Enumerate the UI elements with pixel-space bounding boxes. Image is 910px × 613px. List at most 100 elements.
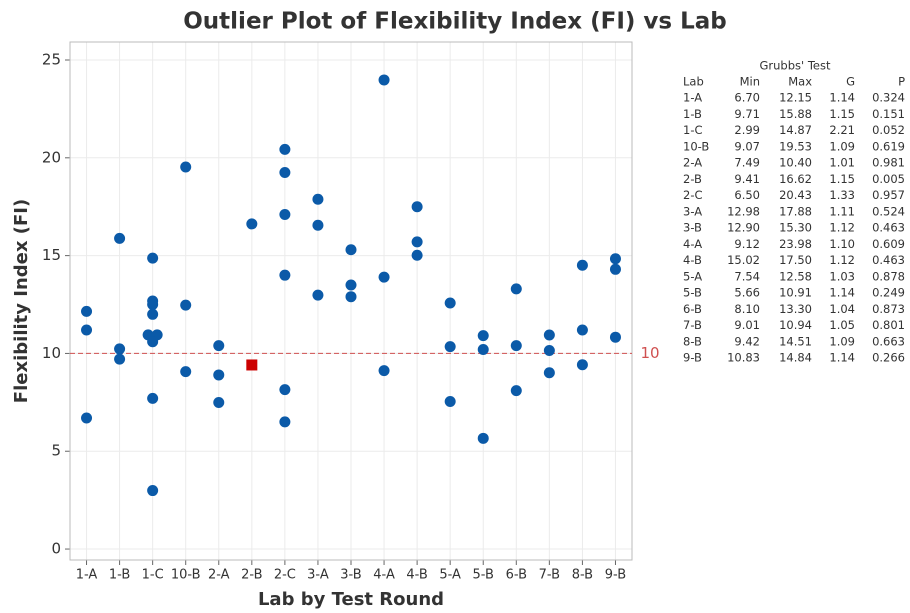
- table-cell: 0.873: [872, 302, 905, 316]
- table-cell: 10.83: [727, 351, 760, 365]
- table-cell: 2.21: [829, 123, 855, 137]
- data-point: [576, 259, 588, 271]
- x-tick-label: 9-B: [605, 568, 626, 583]
- chart-title: Outlier Plot of Flexibility Index (FI) v…: [183, 9, 727, 35]
- table-header: Min: [740, 75, 760, 89]
- table-cell: 12.98: [727, 204, 760, 218]
- data-point: [510, 340, 522, 352]
- table-cell: 1.33: [829, 188, 855, 202]
- data-point: [543, 367, 555, 379]
- data-point: [279, 416, 291, 428]
- table-cell: 4-A: [683, 237, 702, 251]
- table-cell: 1.03: [829, 269, 855, 283]
- table-cell: 6-B: [683, 302, 702, 316]
- table-cell: 2.99: [734, 123, 760, 137]
- y-tick-label: 0: [51, 540, 61, 558]
- data-point: [510, 283, 522, 295]
- x-tick-label: 5-A: [439, 568, 461, 583]
- table-cell: 5.66: [734, 286, 760, 300]
- data-point: [246, 218, 258, 230]
- table-cell: 0.151: [872, 107, 905, 121]
- data-point: [543, 344, 555, 356]
- table-cell: 12.58: [779, 269, 812, 283]
- table-cell: 10.94: [779, 318, 812, 332]
- table-cell: 0.957: [872, 188, 905, 202]
- data-point: [114, 353, 126, 365]
- data-point: [609, 263, 621, 275]
- table-cell: 2-A: [683, 156, 702, 170]
- table-cell: 1-C: [683, 123, 703, 137]
- table-cell: 0.619: [872, 139, 905, 153]
- data-point: [213, 340, 225, 352]
- x-tick-label: 2-B: [241, 568, 262, 583]
- table-cell: 7.49: [734, 156, 760, 170]
- data-point: [312, 219, 324, 231]
- table-cell: 8-B: [683, 334, 702, 348]
- data-point: [345, 279, 357, 291]
- table-cell: 0.524: [872, 204, 905, 218]
- x-tick-label: 1-C: [142, 568, 164, 583]
- table-cell: 5-A: [683, 269, 702, 283]
- data-point: [114, 232, 126, 244]
- x-tick-label: 2-A: [208, 568, 230, 583]
- table-cell: 20.43: [779, 188, 812, 202]
- table-cell: 17.88: [779, 204, 812, 218]
- data-point: [213, 397, 225, 409]
- table-header: Lab: [683, 75, 704, 89]
- data-point: [180, 299, 192, 311]
- y-tick-label: 25: [42, 50, 61, 68]
- y-tick-label: 20: [42, 148, 61, 166]
- table-cell: 15.88: [779, 107, 812, 121]
- table-cell: 1-A: [683, 91, 702, 105]
- table-cell: 2-C: [683, 188, 703, 202]
- table-cell: 9.41: [734, 172, 760, 186]
- table-cell: 0.463: [872, 253, 905, 267]
- table-cell: 0.324: [872, 91, 905, 105]
- data-point: [180, 366, 192, 378]
- data-point: [477, 432, 489, 444]
- table-cell: 1.14: [829, 91, 855, 105]
- data-point: [477, 330, 489, 342]
- table-header: P: [898, 75, 905, 89]
- table-cell: 1.14: [829, 351, 855, 365]
- data-point: [576, 324, 588, 336]
- data-point: [444, 297, 456, 309]
- table-cell: 3-B: [683, 221, 702, 235]
- table-cell: 9.12: [734, 237, 760, 251]
- table-cell: 10.40: [779, 156, 812, 170]
- table-cell: 12.15: [779, 91, 812, 105]
- data-point: [378, 271, 390, 283]
- y-tick-label: 5: [51, 442, 61, 460]
- table-cell: 15.30: [779, 221, 812, 235]
- table-cell: 1.09: [829, 139, 855, 153]
- table-header: Max: [788, 75, 812, 89]
- data-point: [609, 253, 621, 265]
- table-cell: 0.609: [872, 237, 905, 251]
- table-cell: 13.30: [779, 302, 812, 316]
- table-cell: 1.15: [829, 172, 855, 186]
- data-point: [312, 193, 324, 205]
- table-cell: 19.53: [779, 139, 812, 153]
- table-cell: 0.005: [872, 172, 905, 186]
- x-tick-label: 2-C: [274, 568, 296, 583]
- table-cell: 1.12: [829, 253, 855, 267]
- table-cell: 12.90: [727, 221, 760, 235]
- outlier-point: [246, 359, 258, 371]
- plot-frame: [69, 41, 633, 561]
- table-cell: 0.266: [872, 351, 905, 365]
- table-cell: 9-B: [683, 351, 702, 365]
- data-point: [444, 396, 456, 408]
- data-point: [279, 166, 291, 178]
- x-axis-title: Lab by Test Round: [258, 589, 444, 610]
- table-cell: 1.11: [829, 204, 855, 218]
- data-point: [147, 299, 159, 311]
- table-cell: 4-B: [683, 253, 702, 267]
- table-cell: 23.98: [779, 237, 812, 251]
- table-cell: 5-B: [683, 286, 702, 300]
- table-cell: 14.51: [779, 334, 812, 348]
- data-point: [510, 385, 522, 397]
- table-title: Grubbs' Test: [760, 59, 831, 73]
- x-tick-label: 7-B: [539, 568, 560, 583]
- table-cell: 1.05: [829, 318, 855, 332]
- x-tick-label: 6-B: [506, 568, 527, 583]
